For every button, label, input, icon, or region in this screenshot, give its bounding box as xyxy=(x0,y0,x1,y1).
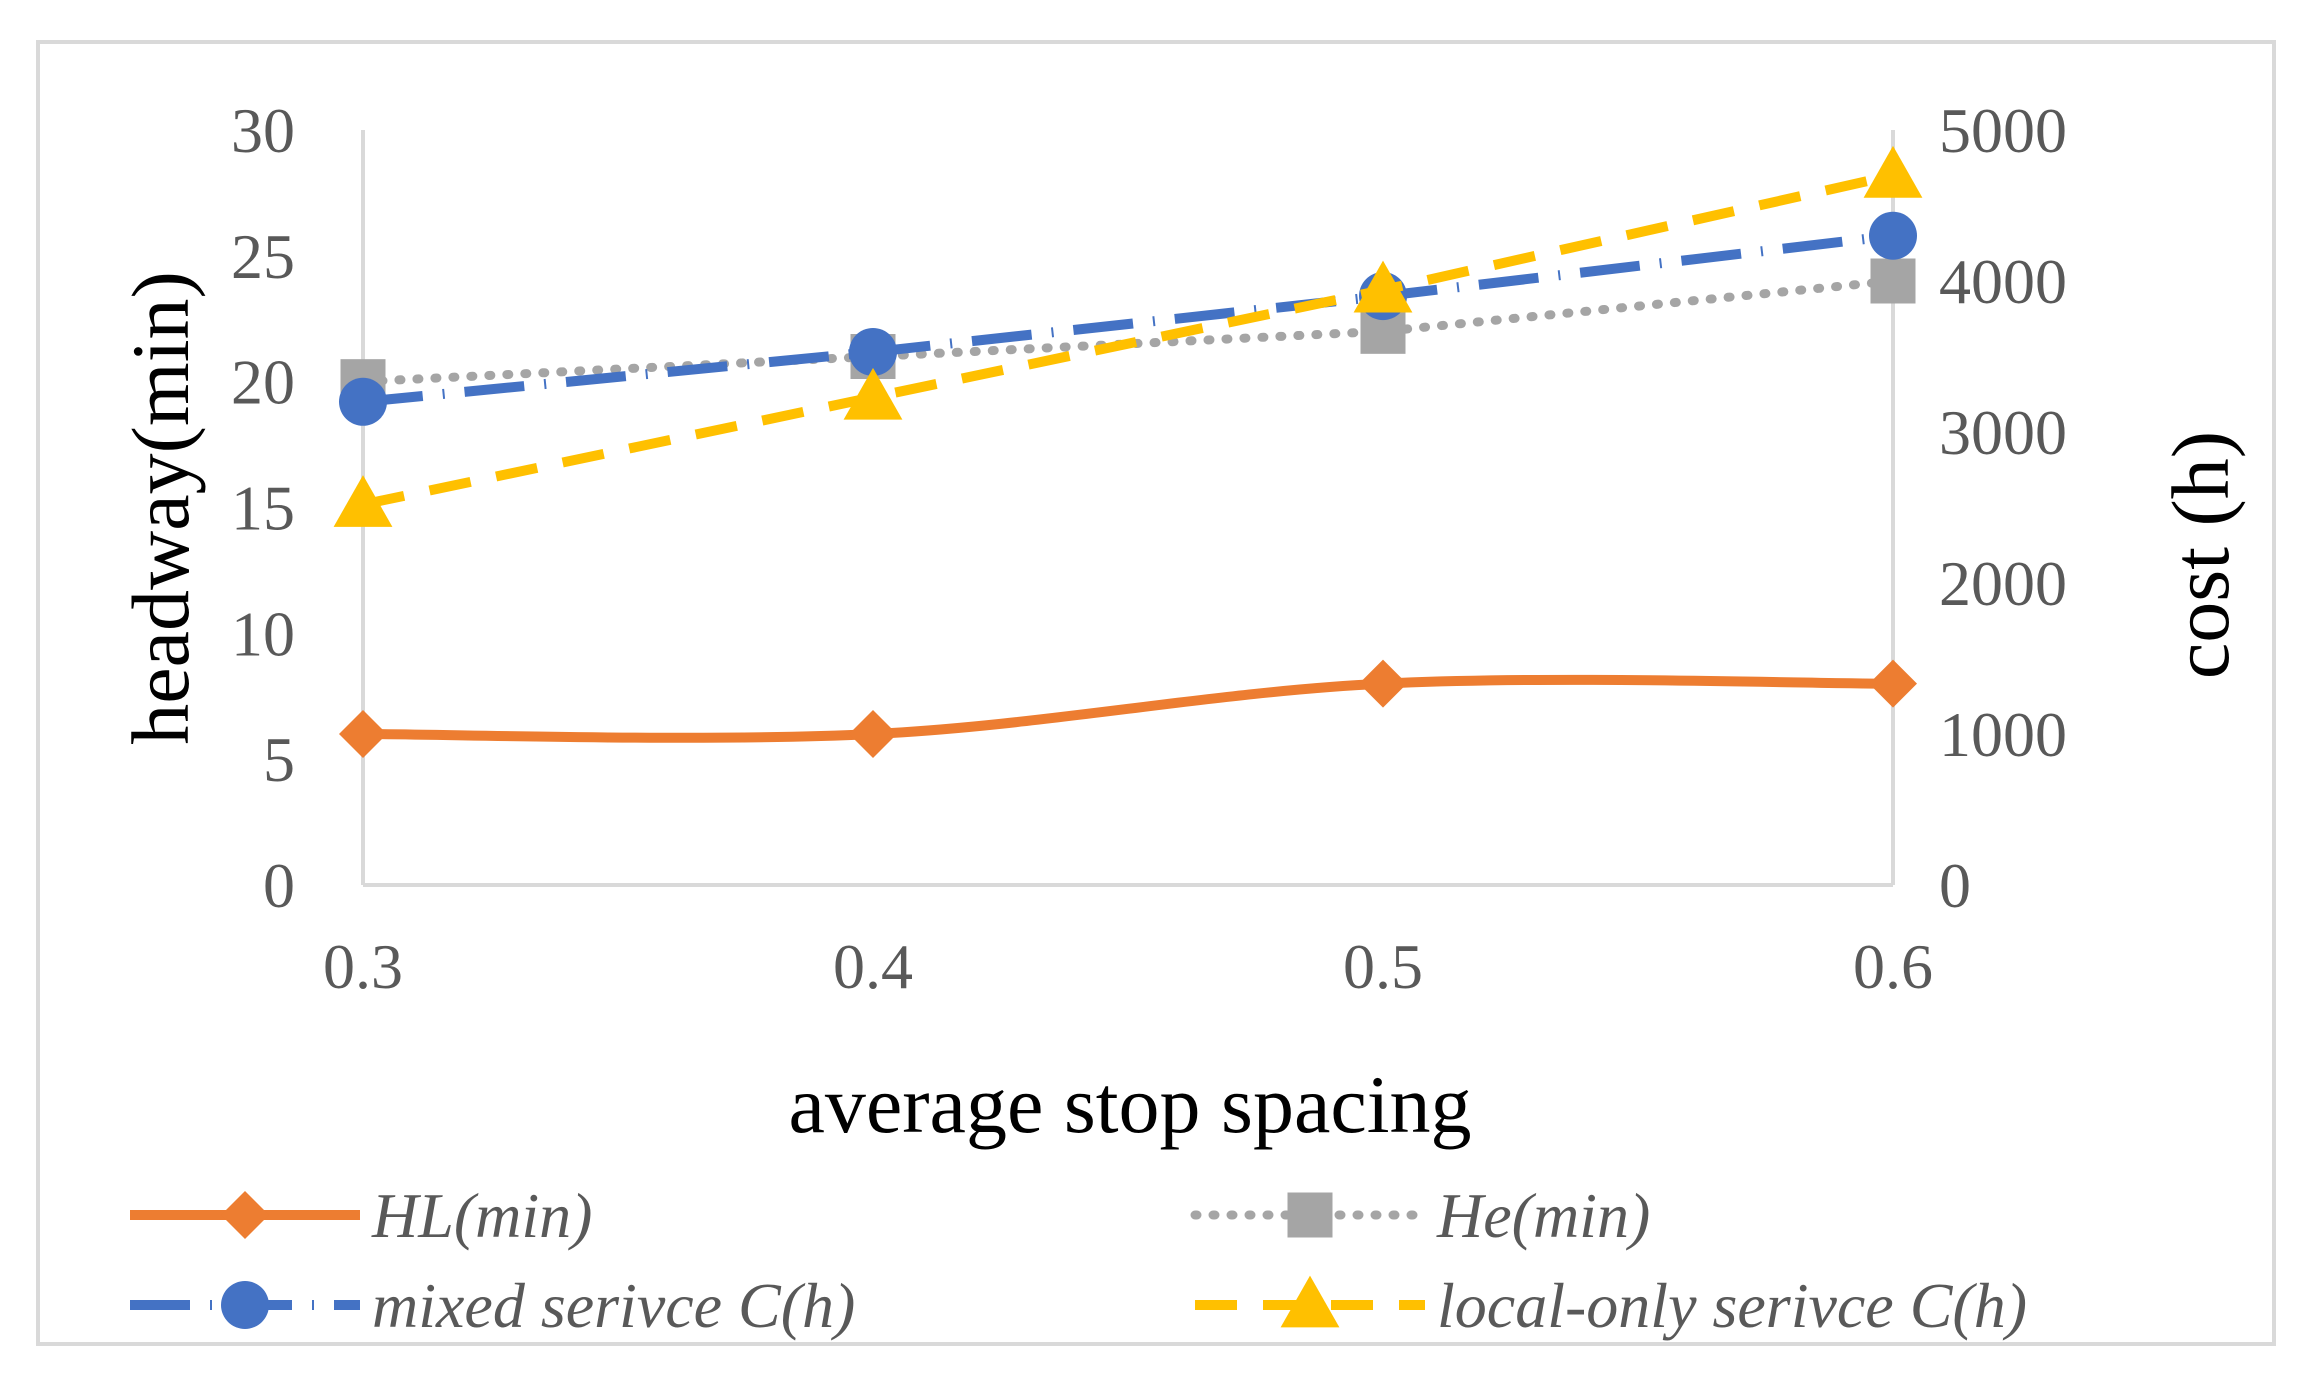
legend: HL(min) He(min) mixed serivce C(h) local-on… xyxy=(130,1180,2027,1341)
y-axis-right-title: cost (h) xyxy=(2155,431,2246,679)
legend-label: local-only serivce C(h) xyxy=(1437,1270,2027,1341)
data-point-marker xyxy=(1863,145,1923,198)
legend-item: HL(min) xyxy=(130,1180,592,1251)
axes xyxy=(361,130,1895,887)
right-tick-label: 0 xyxy=(1939,850,1971,921)
data-point-marker xyxy=(339,377,387,426)
legend-marker xyxy=(221,1191,269,1239)
left-tick-label: 0 xyxy=(263,850,295,921)
left-tick-label: 15 xyxy=(231,473,295,544)
data-point-marker xyxy=(1869,211,1917,260)
data-point-marker xyxy=(1353,260,1413,313)
series-triangle xyxy=(333,145,1923,527)
data-point-marker xyxy=(843,367,903,420)
legend-item: local-only serivce C(h) xyxy=(1195,1270,2027,1341)
x-tick-label: 0.6 xyxy=(1853,931,1933,1002)
series-layer xyxy=(333,145,1923,758)
series-line xyxy=(362,674,1894,743)
left-tick-label: 30 xyxy=(231,95,295,166)
series-line xyxy=(362,230,1894,407)
legend-marker xyxy=(221,1281,269,1329)
legend-label: He(min) xyxy=(1436,1180,1650,1251)
data-point-marker xyxy=(1869,659,1917,708)
legend-label: HL(min) xyxy=(371,1180,592,1251)
right-tick-label: 2000 xyxy=(1939,548,2067,619)
series-line xyxy=(358,276,1898,387)
left-axis-ticks: 0 5 10 15 20 25 30 xyxy=(231,95,295,921)
x-tick-label: 0.4 xyxy=(833,931,913,1002)
left-tick-label: 25 xyxy=(231,221,295,292)
series-diamond xyxy=(339,659,1917,758)
data-point-marker xyxy=(1870,258,1916,304)
data-point-marker xyxy=(339,710,387,758)
data-point-marker xyxy=(333,475,393,527)
x-axis-ticks: 0.3 0.4 0.5 0.6 xyxy=(323,931,1933,1002)
right-tick-label: 1000 xyxy=(1939,699,2067,770)
legend-label: mixed serivce C(h) xyxy=(372,1270,855,1341)
x-axis-title: average stop spacing xyxy=(788,1059,1471,1150)
left-tick-label: 20 xyxy=(231,347,295,418)
y-axis-left-title: headway(min) xyxy=(115,271,206,745)
legend-item: mixed serivce C(h) xyxy=(130,1270,855,1341)
right-tick-label: 3000 xyxy=(1939,397,2067,468)
legend-marker xyxy=(1280,1275,1340,1328)
right-axis-ticks: 0 1000 2000 3000 4000 5000 xyxy=(1939,95,2067,921)
x-tick-label: 0.5 xyxy=(1343,931,1423,1002)
data-point-marker xyxy=(1359,659,1407,708)
data-point-marker xyxy=(849,327,897,376)
legend-item: He(min) xyxy=(1190,1180,1650,1251)
data-point-marker xyxy=(849,710,897,758)
left-tick-label: 5 xyxy=(263,724,295,795)
right-tick-label: 4000 xyxy=(1939,246,2067,317)
series-line xyxy=(361,170,1895,510)
x-tick-label: 0.3 xyxy=(323,931,403,1002)
right-tick-label: 5000 xyxy=(1939,95,2067,166)
left-tick-label: 10 xyxy=(231,598,295,669)
series-circle xyxy=(339,211,1917,426)
legend-marker xyxy=(1287,1192,1333,1238)
